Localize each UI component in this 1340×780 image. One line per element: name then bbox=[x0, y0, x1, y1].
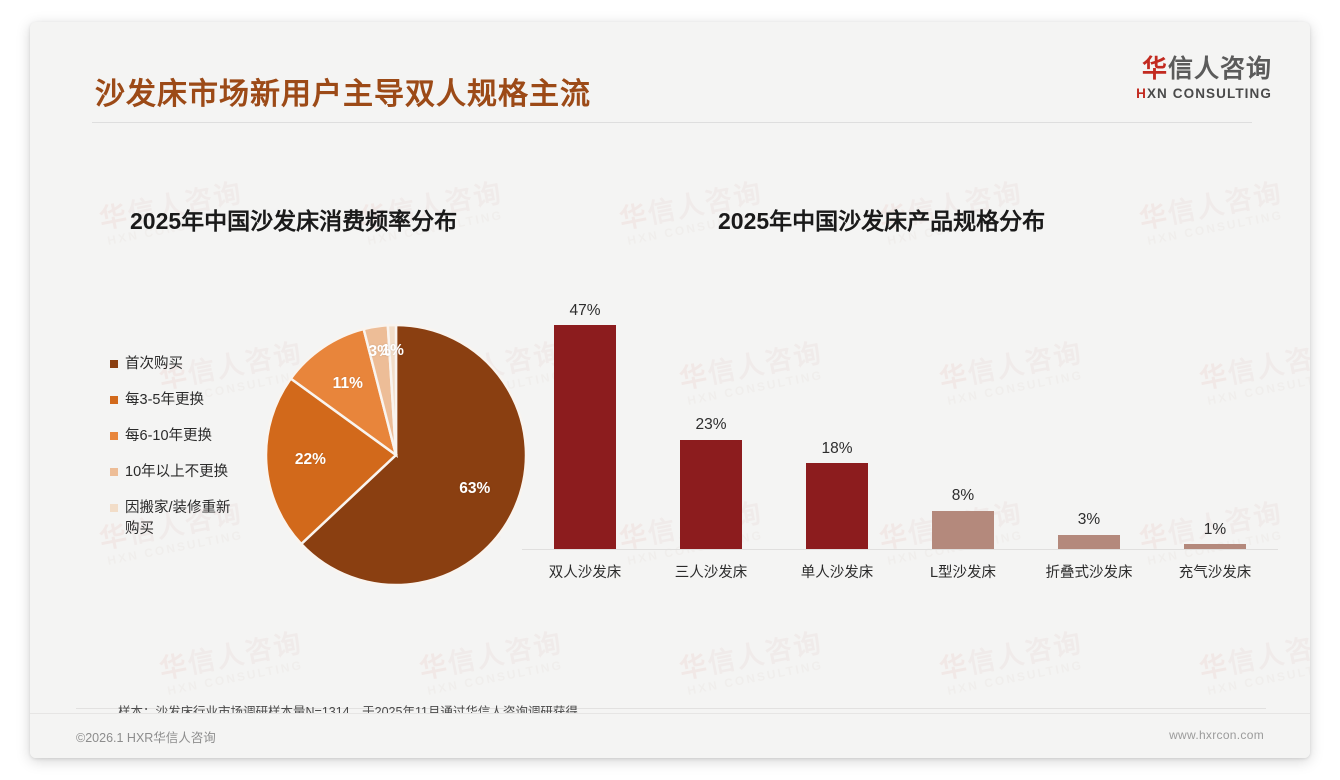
bar-rect[interactable] bbox=[1058, 534, 1120, 549]
pie-chart-title: 2025年中国沙发床消费频率分布 bbox=[130, 208, 458, 234]
pie-slice-label: 11% bbox=[332, 375, 363, 393]
bar-value-label: 47% bbox=[569, 301, 601, 319]
bar-chart-title: 2025年中国沙发床产品规格分布 bbox=[718, 208, 1046, 234]
bar-value-label: 23% bbox=[695, 416, 727, 434]
bar-slot: 8% bbox=[900, 287, 1026, 549]
page-title: 沙发床市场新用户主导双人规格主流 bbox=[95, 78, 591, 111]
pie-slice[interactable] bbox=[386, 324, 398, 456]
legend-label: 首次购买 bbox=[125, 356, 183, 372]
footer-bar: ©2026.1 HXR华信人咨询 www.hxrcon.com bbox=[30, 713, 1310, 758]
bar-category-label: 双人沙发床 bbox=[548, 565, 622, 581]
logo-english-text: HXN CONSULTING bbox=[1136, 86, 1272, 101]
bar-category-label: L型沙发床 bbox=[929, 565, 997, 581]
bar-slot: 3% bbox=[1026, 287, 1152, 549]
bar-category-label: 三人沙发床 bbox=[674, 565, 748, 581]
bar-slot: 18% bbox=[774, 287, 900, 549]
pie-legend-item[interactable]: 每6-10年更换 bbox=[110, 426, 270, 447]
pie-slice[interactable] bbox=[265, 376, 398, 546]
logo-chinese-text: 华信人咨询 bbox=[1136, 55, 1272, 84]
legend-label: 10年以上不更换 bbox=[125, 464, 229, 481]
website-link[interactable]: www.hxrcon.com bbox=[1169, 728, 1264, 742]
logo-english-rest: XN CONSULTING bbox=[1146, 85, 1272, 101]
bar-slot: 1% bbox=[1152, 287, 1278, 549]
legend-color-swatch bbox=[110, 432, 118, 441]
bar-value-label: 8% bbox=[951, 487, 975, 505]
legend-color-swatch bbox=[110, 360, 118, 368]
bar-category-label: 单人沙发床 bbox=[800, 565, 874, 581]
bar-rect[interactable] bbox=[1184, 544, 1246, 549]
pie-slice-label: 1% bbox=[381, 342, 404, 360]
pie-legend-item[interactable]: 首次购买 bbox=[110, 354, 270, 375]
pie-slice-label: 22% bbox=[294, 451, 326, 469]
slide-header: 沙发床市场新用户主导双人规格主流 华信人咨询 HXN CONSULTING bbox=[30, 22, 1310, 123]
bar-value-label: 1% bbox=[1203, 520, 1227, 538]
company-logo: 华信人咨询 HXN CONSULTING bbox=[1136, 55, 1272, 101]
pie-svg bbox=[265, 324, 527, 586]
pie-slice-label: 63% bbox=[459, 480, 491, 498]
bar-slot: 47% bbox=[522, 287, 648, 549]
pie-chart-panel: 首次购买每3-5年更换 每6-10年更换 10年以上不更换因搬家/装修重新 购买 6… bbox=[80, 272, 680, 632]
logo-char-h: H bbox=[1136, 85, 1147, 101]
bar-rect[interactable] bbox=[932, 510, 994, 549]
pie-slice[interactable] bbox=[299, 324, 527, 586]
header-divider bbox=[92, 122, 1252, 123]
pie-legend-item[interactable]: 10年以上不更换 bbox=[110, 462, 270, 483]
bar-chart-panel: 47% 23% 18% 8% 3% 1% 双人沙发床 三人沙发床 单人沙发床 L型沙发床 折叠式沙… bbox=[510, 262, 1290, 592]
bar-rect[interactable] bbox=[680, 439, 742, 549]
bar-category-label: 折叠式沙发床 bbox=[1045, 565, 1133, 581]
legend-color-swatch bbox=[110, 396, 118, 405]
pie-legend: 首次购买每3-5年更换 每6-10年更换 10年以上不更换因搬家/装修重新 购买 bbox=[110, 354, 270, 555]
bar-rect[interactable] bbox=[554, 325, 616, 549]
legend-color-swatch bbox=[110, 504, 118, 513]
bar-value-label: 18% bbox=[821, 439, 853, 457]
bar-axis-baseline bbox=[522, 549, 1278, 550]
pie-slice[interactable] bbox=[289, 327, 399, 459]
bar-rect[interactable] bbox=[806, 463, 868, 549]
logo-chinese-rest: 信人咨询 bbox=[1167, 55, 1272, 83]
slide-card: 华信人咨询 HXN CONSULTING 华信人咨询 HXN CONSULTING 华信… bbox=[30, 22, 1310, 758]
footer-divider bbox=[76, 708, 1266, 709]
pie-legend-item[interactable]: 每3-5年更换 bbox=[110, 390, 270, 411]
copyright-text: ©2026.1 HXR华信人咨询 bbox=[76, 731, 216, 745]
legend-label: 每6-10年更换 bbox=[125, 428, 213, 445]
pie-legend-item[interactable]: 因搬家/装修重新 购买 bbox=[110, 498, 270, 540]
pie-slice-label: 3% bbox=[368, 343, 391, 361]
bar-category-label: 充气沙发床 bbox=[1178, 565, 1252, 581]
bar-category-labels: 双人沙发床 三人沙发床 单人沙发床 L型沙发床 折叠式沙发床 充气沙发床 bbox=[522, 561, 1278, 582]
legend-label: 因搬家/装修重新 购买 bbox=[125, 500, 231, 538]
pie-chart: 63% 22% 11% 3% 1% bbox=[265, 324, 527, 586]
bar-slot: 23% bbox=[648, 287, 774, 549]
logo-char-hua: 华 bbox=[1141, 55, 1168, 83]
legend-label: 每3-5年更换 bbox=[125, 392, 204, 409]
bar-value-label: 3% bbox=[1077, 511, 1101, 529]
legend-color-swatch bbox=[110, 468, 118, 477]
bar-series: 47% 23% 18% 8% 3% 1% bbox=[522, 287, 1278, 549]
